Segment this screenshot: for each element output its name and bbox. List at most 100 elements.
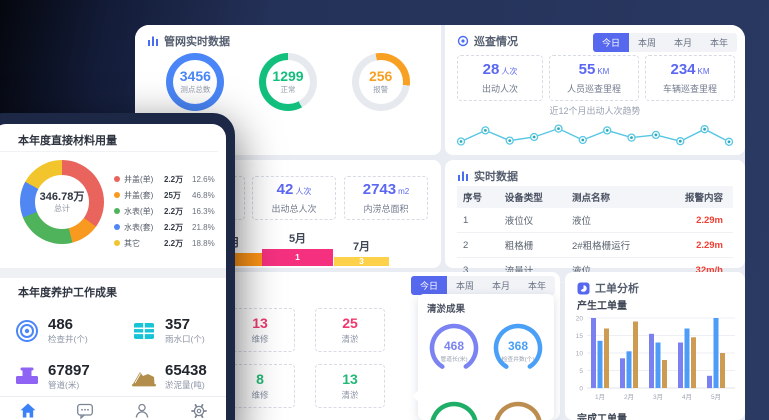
stat-cell: 67897 管道(米)	[0, 354, 109, 400]
svg-text:15: 15	[576, 333, 584, 340]
maintenance-stats-grid: 486 检查井(个) 357 雨水口(个)	[0, 304, 226, 396]
dredge-result-title: 清淤成果	[427, 304, 466, 315]
stat-value: 486	[48, 316, 74, 333]
svg-text:2月: 2月	[624, 393, 634, 401]
stat-label: 清淤	[341, 389, 359, 400]
pipe-realtime-header: 管网实时数据	[147, 33, 230, 49]
maintenance-time-tabs: 今日 本周 本月 本年	[410, 276, 555, 295]
stat-label: 维修	[251, 333, 269, 344]
workorder-header: 工单分析	[577, 280, 639, 296]
stat-cell: 486 检查井(个)	[0, 308, 109, 354]
workorder-done-subtitle: 完成工单量	[577, 414, 627, 420]
legend-item: 其它 2.2万 18.8%	[114, 235, 218, 251]
phone-screen: 本年度直接材料用量 346.78万 总计 井盖(单) 2.2万 12.6% 井盖(套…	[0, 124, 226, 420]
legend-item: 水表(单) 2.2万 16.3%	[114, 203, 218, 219]
stat-value: 234	[670, 60, 696, 78]
home-icon	[20, 403, 36, 418]
tab-本周[interactable]: 本周	[455, 281, 474, 291]
gauge-partial	[426, 398, 482, 420]
stat-unit: KM	[597, 66, 610, 76]
bar-chart-icon	[148, 36, 158, 46]
material-total-label: 总计	[54, 203, 70, 213]
podium-month-label: 7月	[352, 241, 371, 253]
tab-本年[interactable]: 本年	[709, 38, 728, 48]
patrol-title: 巡查情况	[474, 36, 518, 48]
repair-count-box: 8 维修	[225, 364, 295, 408]
svg-text:368: 368	[508, 339, 528, 353]
legend-item: 井盖(套) 25万 46.8%	[114, 187, 218, 203]
dredge-count-box: 25 清淤	[315, 308, 385, 352]
patrol-stat-box: 28 人次 出动人次	[457, 55, 543, 101]
stat-value: 25	[342, 314, 358, 331]
tabbar-item-profile[interactable]	[124, 402, 160, 420]
svg-text:3月: 3月	[653, 393, 663, 401]
stat-value: 13	[342, 370, 358, 387]
realtime-table-title: 实时数据	[474, 171, 518, 183]
stat-label: 人员巡查里程	[566, 83, 621, 94]
settings-icon	[191, 404, 207, 419]
podium-bar: 3	[334, 257, 389, 266]
workorder-title: 工单分析	[595, 283, 639, 295]
tab-本月[interactable]: 本月	[491, 281, 510, 291]
stat-label: 管道(米)	[48, 380, 80, 390]
tabbar-item-home[interactable]	[10, 402, 46, 420]
table-header-row: 序号 设备类型 测点名称 报警内容	[457, 186, 733, 208]
gauge-partial	[490, 398, 546, 420]
section-divider	[0, 268, 226, 278]
status-ring-报警: 256 报警	[351, 53, 410, 111]
svg-text:5: 5	[579, 368, 583, 375]
legend-item: 水表(套) 2.2万 21.8%	[114, 219, 218, 235]
maintenance-card: 今日 本周 本月 本年 13 维修 25 清淤 8 维修 13 清淤 清淤成果 468…	[200, 272, 560, 420]
svg-text:0: 0	[579, 386, 583, 393]
workorder-card: 工单分析 产生工单量 0 5 10 15 20 1月 2月 3月 4月 5月 完成工单量	[565, 272, 745, 420]
tab-本年[interactable]: 本年	[527, 281, 546, 291]
pipe-realtime-title: 管网实时数据	[164, 36, 230, 48]
stat-unit: 人次	[295, 186, 312, 196]
dredge-result-card: 清淤成果 468 管道长(米) 368 检查井数(个)	[412, 294, 554, 420]
tabbar-item-settings[interactable]	[181, 402, 217, 420]
tab-本月[interactable]: 本月	[673, 38, 692, 48]
stat-value: 65438	[165, 362, 207, 379]
stat-value: 42	[276, 180, 294, 198]
material-legend: 井盖(单) 2.2万 12.6% 井盖(套) 25万 46.8% 水表(单) 2.2万 16…	[114, 171, 218, 251]
alarm-table: 序号 设备类型 测点名称 报警内容 1 液位仪 液位 2.29m 2 粗格栅 2#粗格栅运行 2.29…	[457, 186, 733, 283]
rain-inlet-icon	[134, 323, 154, 339]
patrol-header: 巡查情况	[457, 33, 518, 49]
material-donut-chart: 346.78万 总计	[20, 160, 104, 244]
tab-今日[interactable]: 今日	[592, 33, 629, 52]
pipe-icon	[16, 367, 38, 384]
tabbar-item-messages[interactable]	[67, 402, 103, 420]
material-panel-title: 本年度直接材料用量	[18, 135, 117, 147]
stat-unit: m2	[398, 186, 410, 196]
phone-tabbar	[0, 396, 226, 420]
dredge-icon	[132, 372, 156, 387]
pie-chart-icon	[577, 282, 590, 294]
stat-label: 检查井(个)	[48, 334, 88, 344]
stat-value: 55	[578, 60, 596, 78]
stat-cell: 357 雨水口(个)	[109, 308, 226, 354]
flood-stat-box: 42 人次 出动总人次	[252, 176, 336, 220]
stat-cell: 65438 淤泥量(吨)	[109, 354, 226, 400]
tab-今日[interactable]: 今日	[410, 276, 447, 295]
gauge-管道长(米): 468 管道长(米)	[426, 320, 482, 376]
phone-mockup: 本年度直接材料用量 346.78万 总计 井盖(单) 2.2万 12.6% 井盖(套…	[0, 113, 235, 420]
stat-value: 28	[482, 60, 500, 78]
patrol-stat-box: 234 KM 车辆巡查里程	[645, 55, 735, 101]
legend-item: 井盖(单) 2.2万 12.6%	[114, 171, 218, 187]
stat-value: 357	[165, 316, 191, 333]
pipe-realtime-card: 管网实时数据 3456 测点总数 1299 正常 256 报警	[135, 25, 441, 155]
maintenance-panel-title: 本年度养护工作成果	[18, 287, 117, 299]
stat-value: 13	[252, 314, 268, 331]
dredge-gauges: 468 管道长(米) 368 检查井数(个)	[418, 294, 554, 420]
stat-unit: 人次	[501, 66, 518, 76]
svg-text:20: 20	[576, 316, 584, 323]
podium-month-label: 5月	[288, 233, 307, 245]
patrol-card: 巡查情况 今日 本周 本月 本年 28 人次 出动人次 55 KM 人员巡查里程 234 K…	[445, 25, 745, 155]
tab-本周[interactable]: 本周	[637, 38, 656, 48]
realtime-table-header: 实时数据	[457, 168, 518, 184]
table-row: 1 液位仪 液位 2.29m	[457, 208, 733, 233]
workorder-created-subtitle: 产生工单量	[577, 301, 627, 312]
svg-text:1月: 1月	[595, 393, 605, 401]
stat-value: 8	[256, 370, 264, 387]
